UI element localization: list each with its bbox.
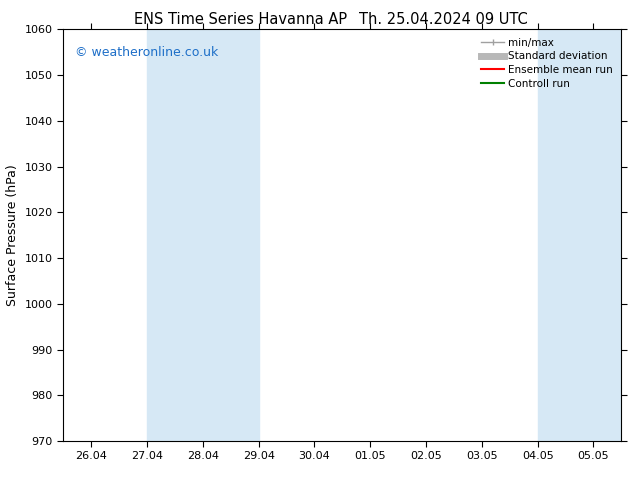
Legend: min/max, Standard deviation, Ensemble mean run, Controll run: min/max, Standard deviation, Ensemble me… xyxy=(478,35,616,92)
Text: © weatheronline.co.uk: © weatheronline.co.uk xyxy=(75,46,218,59)
Text: ENS Time Series Havanna AP: ENS Time Series Havanna AP xyxy=(134,12,347,27)
Bar xyxy=(538,29,621,441)
Y-axis label: Surface Pressure (hPa): Surface Pressure (hPa) xyxy=(6,164,19,306)
Text: Th. 25.04.2024 09 UTC: Th. 25.04.2024 09 UTC xyxy=(359,12,528,27)
Bar xyxy=(147,29,259,441)
